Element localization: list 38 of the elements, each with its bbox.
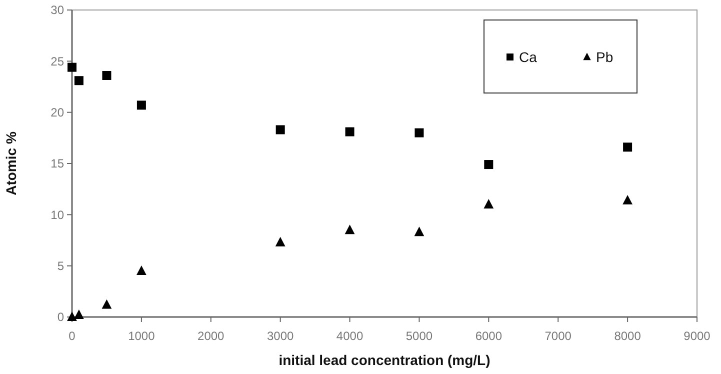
point: [102, 70, 112, 80]
legend-label: Pb: [596, 48, 614, 65]
x-tick-label: 6000: [475, 329, 502, 343]
point: [344, 224, 355, 234]
legend-label: Ca: [519, 48, 538, 65]
x-tick-label: 9000: [684, 329, 711, 343]
point: [414, 128, 424, 138]
point: [622, 194, 633, 204]
point: [68, 62, 76, 72]
point: [136, 100, 146, 110]
point: [414, 226, 424, 236]
point: [74, 310, 84, 320]
point: [102, 299, 112, 309]
point: [275, 236, 286, 246]
point: [484, 160, 494, 170]
y-tick-label: 15: [50, 156, 64, 171]
x-tick-label: 7000: [544, 329, 572, 343]
x-tick-label: 8000: [614, 329, 642, 343]
point: [276, 125, 285, 134]
y-tick-label: 0: [57, 310, 64, 324]
x-tick-label: 1000: [128, 329, 156, 343]
point: [74, 76, 84, 86]
point: [623, 142, 632, 152]
point: [136, 266, 146, 275]
y-tick-label: 30: [50, 3, 64, 18]
y-tick-label: 5: [57, 259, 64, 274]
x-tick-label: 3000: [266, 329, 294, 343]
x-tick-label: 5000: [406, 329, 433, 343]
x-tick-label: 4000: [336, 329, 364, 343]
y-tick-label: 10: [50, 208, 64, 222]
y-tick-label: 20: [50, 106, 64, 120]
x-tick-label: 2000: [198, 329, 225, 343]
point: [345, 127, 354, 136]
x-tick-label: 0: [68, 329, 76, 343]
x-axis-title: initial lead concentration (mg/L): [278, 352, 490, 368]
y-axis-title: Atomic %: [3, 131, 19, 196]
point: [484, 199, 494, 208]
y-tick-label: 25: [50, 54, 64, 68]
